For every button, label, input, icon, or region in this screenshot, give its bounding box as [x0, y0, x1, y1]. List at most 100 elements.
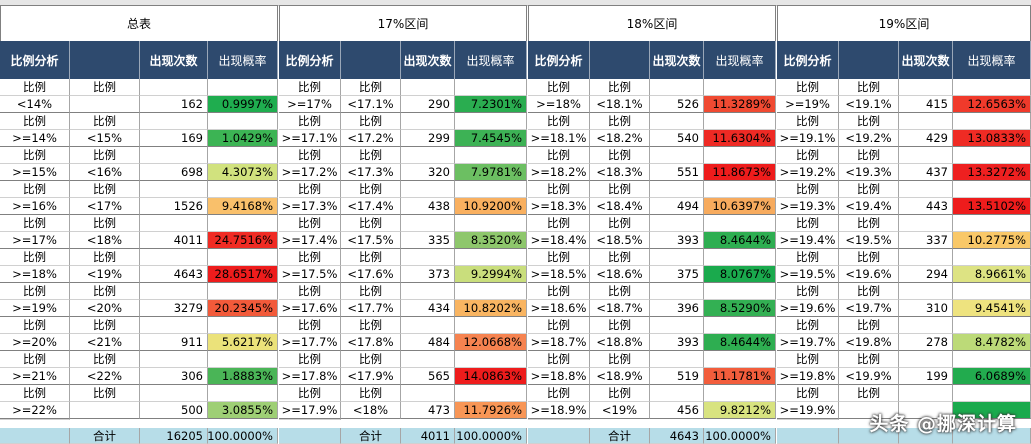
- cell[interactable]: [899, 283, 953, 300]
- cell[interactable]: [401, 181, 455, 198]
- sub-label-cell[interactable]: 比例: [0, 283, 70, 300]
- sub-label-cell[interactable]: 比例: [0, 79, 70, 96]
- count-cell[interactable]: 519: [650, 368, 704, 385]
- range-end-cell[interactable]: <17.9%: [341, 368, 401, 385]
- count-cell[interactable]: 294: [899, 266, 953, 283]
- probability-cell[interactable]: 1.8883%: [208, 368, 278, 385]
- sub-label-cell[interactable]: 比例: [528, 147, 590, 164]
- probability-cell[interactable]: 5.6217%: [208, 334, 278, 351]
- cell[interactable]: [704, 147, 776, 164]
- sub-label-cell[interactable]: 比例: [777, 317, 839, 334]
- sub-label-cell[interactable]: 比例: [590, 317, 650, 334]
- sub-label-cell[interactable]: 比例: [590, 351, 650, 368]
- count-cell[interactable]: 320: [401, 164, 455, 181]
- count-cell[interactable]: 4011: [140, 232, 208, 249]
- cell[interactable]: [704, 385, 776, 402]
- cell[interactable]: [953, 113, 1031, 130]
- probability-cell[interactable]: 28.6517%: [208, 266, 278, 283]
- sub-label-cell[interactable]: 比例: [777, 385, 839, 402]
- range-start-cell[interactable]: >=17%: [0, 232, 70, 249]
- cell[interactable]: [899, 385, 953, 402]
- sub-label-cell[interactable]: 比例: [341, 79, 401, 96]
- cell[interactable]: [899, 317, 953, 334]
- range-start-cell[interactable]: >=18.6%: [528, 300, 590, 317]
- count-cell[interactable]: 290: [401, 96, 455, 113]
- cell[interactable]: [455, 283, 527, 300]
- cell[interactable]: [401, 113, 455, 130]
- probability-cell[interactable]: 8.4782%: [953, 334, 1031, 351]
- cell[interactable]: [208, 249, 278, 266]
- range-end-cell[interactable]: <19.3%: [839, 164, 899, 181]
- count-cell[interactable]: 393: [650, 334, 704, 351]
- sub-label-cell[interactable]: 比例: [70, 351, 140, 368]
- sub-label-cell[interactable]: 比例: [839, 113, 899, 130]
- range-start-cell[interactable]: >=21%: [0, 368, 70, 385]
- count-cell[interactable]: 443: [899, 198, 953, 215]
- probability-cell[interactable]: 20.2345%: [208, 300, 278, 317]
- range-start-cell[interactable]: >=22%: [0, 402, 70, 419]
- range-start-cell[interactable]: >=18.3%: [528, 198, 590, 215]
- range-start-cell[interactable]: >=18.8%: [528, 368, 590, 385]
- range-start-cell[interactable]: >=17%: [279, 96, 341, 113]
- cell[interactable]: [140, 113, 208, 130]
- cell[interactable]: [650, 351, 704, 368]
- sub-label-cell[interactable]: 比例: [279, 283, 341, 300]
- count-cell[interactable]: 299: [401, 130, 455, 147]
- cell[interactable]: [704, 79, 776, 96]
- sub-label-cell[interactable]: 比例: [0, 317, 70, 334]
- count-cell[interactable]: 162: [140, 96, 208, 113]
- range-end-cell[interactable]: <19%: [590, 402, 650, 419]
- range-end-cell[interactable]: <18.8%: [590, 334, 650, 351]
- count-cell[interactable]: 1526: [140, 198, 208, 215]
- range-start-cell[interactable]: >=17.7%: [279, 334, 341, 351]
- cell[interactable]: [650, 181, 704, 198]
- sub-label-cell[interactable]: 比例: [839, 215, 899, 232]
- sub-label-cell[interactable]: 比例: [0, 351, 70, 368]
- range-end-cell[interactable]: <18.7%: [590, 300, 650, 317]
- range-start-cell[interactable]: >=19.7%: [777, 334, 839, 351]
- cell[interactable]: [208, 147, 278, 164]
- probability-cell[interactable]: 1.0429%: [208, 130, 278, 147]
- range-end-cell[interactable]: <20%: [70, 300, 140, 317]
- probability-cell[interactable]: 14.0863%: [455, 368, 527, 385]
- probability-cell[interactable]: 24.7516%: [208, 232, 278, 249]
- cell[interactable]: [899, 249, 953, 266]
- range-end-cell[interactable]: <17.1%: [341, 96, 401, 113]
- cell[interactable]: [140, 79, 208, 96]
- cell[interactable]: [208, 351, 278, 368]
- cell[interactable]: [704, 317, 776, 334]
- range-end-cell[interactable]: <19.5%: [839, 232, 899, 249]
- sub-label-cell[interactable]: 比例: [279, 147, 341, 164]
- range-end-cell[interactable]: <18.6%: [590, 266, 650, 283]
- count-cell[interactable]: 911: [140, 334, 208, 351]
- cell[interactable]: [953, 249, 1031, 266]
- cell[interactable]: [140, 215, 208, 232]
- sub-label-cell[interactable]: 比例: [590, 283, 650, 300]
- cell[interactable]: [140, 249, 208, 266]
- probability-cell[interactable]: 10.8202%: [455, 300, 527, 317]
- sub-label-cell[interactable]: 比例: [590, 249, 650, 266]
- cell[interactable]: [953, 79, 1031, 96]
- sub-label-cell[interactable]: 比例: [0, 249, 70, 266]
- range-start-cell[interactable]: >=18%: [528, 96, 590, 113]
- sub-label-cell[interactable]: 比例: [839, 317, 899, 334]
- cell[interactable]: [140, 283, 208, 300]
- cell[interactable]: [650, 147, 704, 164]
- sub-label-cell[interactable]: 比例: [279, 351, 341, 368]
- count-cell[interactable]: [899, 402, 953, 419]
- cell[interactable]: [455, 147, 527, 164]
- range-end-cell[interactable]: <19.9%: [839, 368, 899, 385]
- cell[interactable]: [953, 283, 1031, 300]
- sub-label-cell[interactable]: 比例: [341, 215, 401, 232]
- range-end-cell[interactable]: <21%: [70, 334, 140, 351]
- probability-cell[interactable]: 8.4644%: [704, 232, 776, 249]
- range-end-cell[interactable]: <19.8%: [839, 334, 899, 351]
- range-end-cell[interactable]: <17.6%: [341, 266, 401, 283]
- cell[interactable]: [208, 113, 278, 130]
- count-cell[interactable]: 199: [899, 368, 953, 385]
- probability-cell[interactable]: 7.4545%: [455, 130, 527, 147]
- sub-label-cell[interactable]: 比例: [528, 249, 590, 266]
- cell[interactable]: [899, 351, 953, 368]
- probability-cell[interactable]: 0.9997%: [208, 96, 278, 113]
- cell[interactable]: [401, 317, 455, 334]
